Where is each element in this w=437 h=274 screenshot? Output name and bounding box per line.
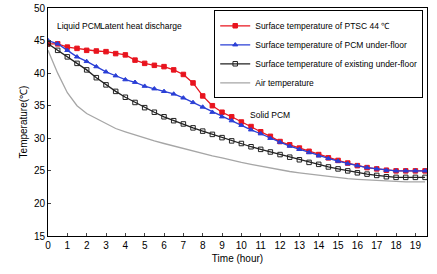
svg-text:45: 45 xyxy=(34,35,46,46)
svg-text:10: 10 xyxy=(236,240,248,251)
svg-text:Time (hour): Time (hour) xyxy=(212,253,263,264)
svg-text:Surface temperature of existin: Surface temperature of existing under-fl… xyxy=(255,59,417,69)
svg-text:Liquid PCM: Liquid PCM xyxy=(57,21,101,31)
svg-text:8: 8 xyxy=(200,240,206,251)
svg-text:12: 12 xyxy=(274,240,286,251)
svg-text:Surface temperature of PTSC 44: Surface temperature of PTSC 44 ℃ xyxy=(255,21,390,31)
svg-text:6: 6 xyxy=(161,240,167,251)
svg-text:Solid PCM: Solid PCM xyxy=(250,110,290,120)
svg-text:30: 30 xyxy=(34,133,46,144)
svg-text:20: 20 xyxy=(34,198,46,209)
svg-text:Surface temperature of PCM und: Surface temperature of PCM under-floor xyxy=(255,40,407,50)
svg-text:3: 3 xyxy=(103,240,109,251)
svg-text:40: 40 xyxy=(34,68,46,79)
svg-text:2: 2 xyxy=(84,240,90,251)
svg-text:7: 7 xyxy=(181,240,187,251)
svg-text:11: 11 xyxy=(256,240,267,251)
svg-text:Temperature(℃): Temperature(℃) xyxy=(18,86,29,159)
svg-text:14: 14 xyxy=(313,240,325,251)
svg-text:Latent heat discharge: Latent heat discharge xyxy=(100,21,182,31)
svg-text:0: 0 xyxy=(45,240,51,251)
svg-text:Air temperature: Air temperature xyxy=(255,78,314,88)
svg-text:17: 17 xyxy=(371,240,383,251)
svg-text:13: 13 xyxy=(294,240,306,251)
svg-text:15: 15 xyxy=(332,240,344,251)
svg-text:16: 16 xyxy=(352,240,364,251)
svg-text:15: 15 xyxy=(34,231,46,242)
svg-text:9: 9 xyxy=(219,240,225,251)
svg-text:35: 35 xyxy=(34,100,46,111)
svg-text:25: 25 xyxy=(34,165,46,176)
svg-text:4: 4 xyxy=(123,240,129,251)
svg-text:50: 50 xyxy=(34,3,46,14)
svg-text:1: 1 xyxy=(65,240,71,251)
svg-text:19: 19 xyxy=(410,240,422,251)
svg-text:18: 18 xyxy=(390,240,402,251)
svg-text:5: 5 xyxy=(142,240,148,251)
